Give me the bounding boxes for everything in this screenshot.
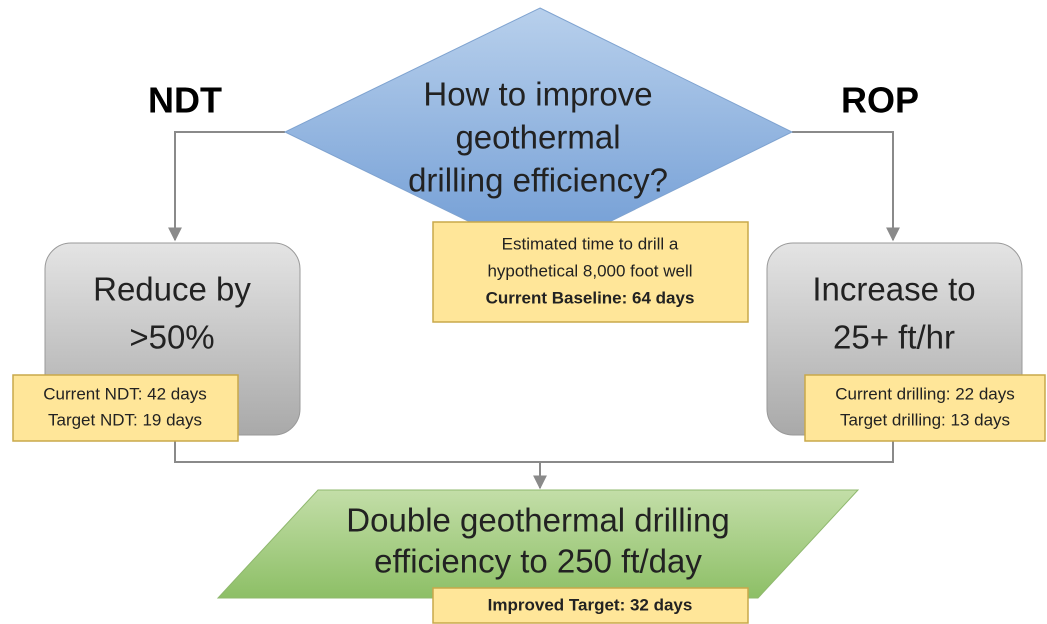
box-text: Increase to <box>812 271 975 308</box>
connector <box>792 131 900 242</box>
connector <box>174 441 894 463</box>
box-text: 25+ ft/hr <box>833 319 955 356</box>
note-text: Estimated time to drill a <box>502 234 679 253</box>
note-box <box>432 587 749 624</box>
note-box <box>804 374 1046 442</box>
outcome-shape <box>216 489 860 599</box>
outcome-text: efficiency to 250 ft/day <box>374 543 702 580</box>
note-text: Improved Target: 32 days <box>488 595 693 614</box>
connector <box>168 131 285 242</box>
box-text: >50% <box>129 319 214 356</box>
box-text: Reduce by <box>93 271 251 308</box>
note-text: Target NDT: 19 days <box>48 410 202 429</box>
decision-text: How to improve <box>423 76 652 113</box>
outcome-text: Double geothermal drilling <box>346 502 729 539</box>
note-text: Target drilling: 13 days <box>840 410 1010 429</box>
branch-label: ROP <box>841 80 919 121</box>
branch-label: NDT <box>148 80 222 121</box>
note-text: hypothetical 8,000 foot well <box>487 261 692 280</box>
note-box <box>12 374 239 442</box>
note-text: Current Baseline: 64 days <box>486 288 695 307</box>
note-box <box>432 221 749 323</box>
note-text: Current NDT: 42 days <box>43 384 206 403</box>
decision-text: geothermal <box>455 119 620 156</box>
note-text: Current drilling: 22 days <box>835 384 1015 403</box>
decision-text: drilling efficiency? <box>408 162 668 199</box>
